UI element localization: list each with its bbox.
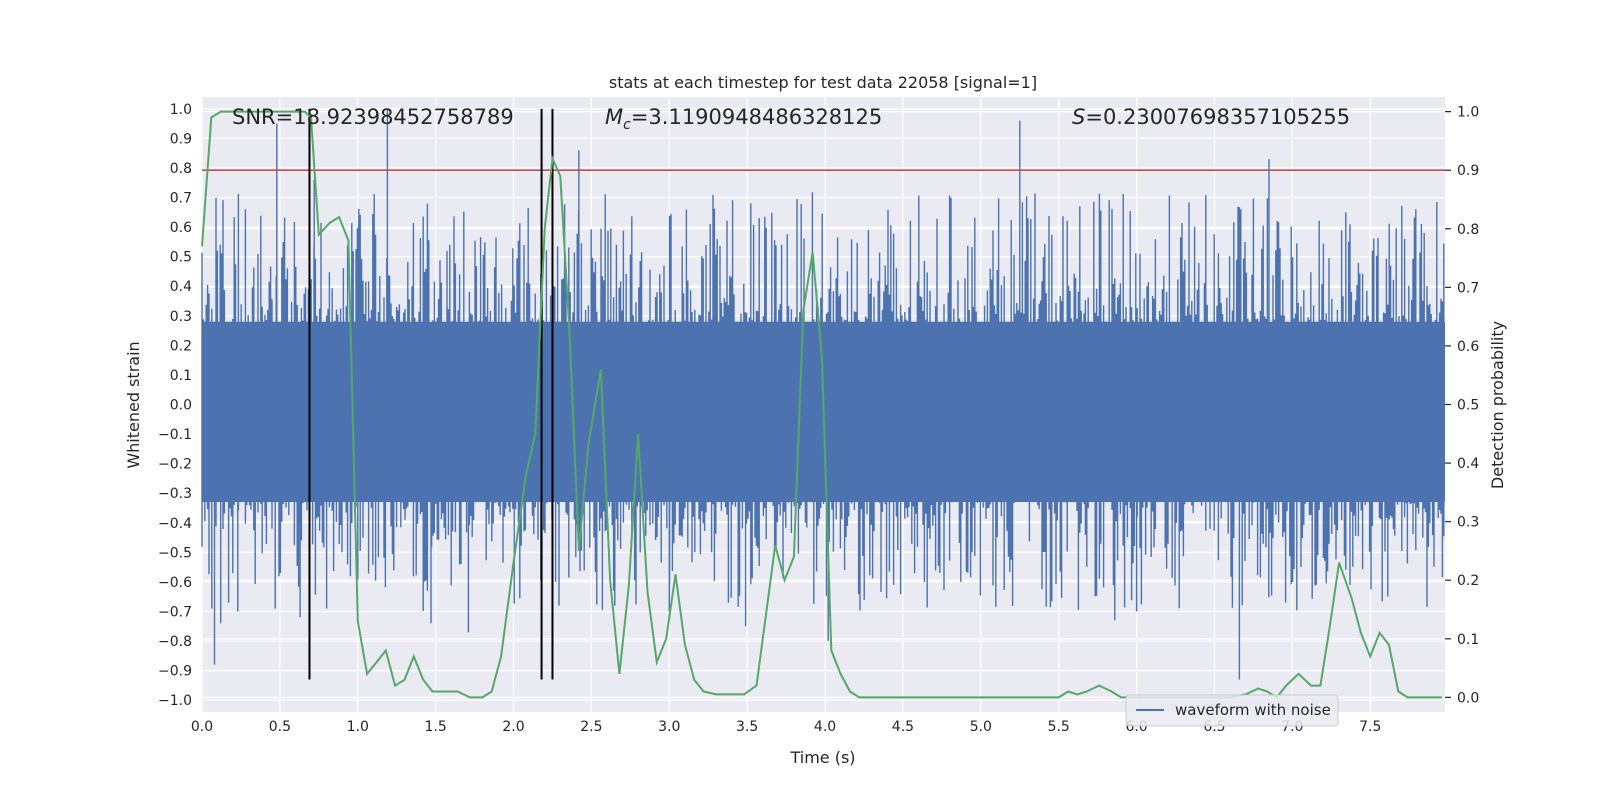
y2-tick-label: 0.1 — [1457, 632, 1479, 648]
s-statistic-symbol: S — [1072, 105, 1085, 129]
y-tick-label: 0.6 — [170, 220, 192, 236]
y-tick-label: −0.3 — [158, 486, 192, 502]
y-tick-label: −0.2 — [158, 457, 192, 473]
y-tick-label: 0.7 — [170, 191, 192, 207]
y2-tick-label: 0.9 — [1457, 163, 1479, 179]
x-tick-label: 3.0 — [658, 719, 680, 735]
y-tick-label: 0.5 — [170, 250, 192, 266]
y-tick-label: −0.9 — [158, 664, 192, 680]
y-tick-label: 1.0 — [170, 102, 192, 118]
x-axis-label: Time (s) — [789, 748, 855, 767]
y2-tick-label: 0.0 — [1457, 690, 1479, 706]
chirp-mass-annotation: Mc=3.1190948486328125 — [605, 105, 882, 133]
x-tick-label: 0.0 — [191, 719, 213, 735]
y2-tick-label: 0.2 — [1457, 573, 1479, 589]
detection-probability-line — [201, 110, 1442, 699]
legend-label: waveform with noise — [1175, 701, 1331, 719]
y-tick-label: −1.0 — [158, 693, 192, 709]
x-tick-label: 4.0 — [814, 719, 836, 735]
legend-box — [1125, 694, 1339, 727]
y-tick-label: 0.3 — [170, 309, 192, 325]
y-tick-label: −0.5 — [158, 545, 192, 561]
y2-tick-label: 1.0 — [1457, 105, 1479, 121]
s-statistic-annotation: S=0.23007698357105255 — [1072, 105, 1350, 129]
y-axis-label: Whitened strain — [124, 341, 143, 468]
y-tick-label: 0.2 — [170, 338, 192, 354]
y-tick-label: 0.8 — [170, 161, 192, 177]
x-tick-label: 1.5 — [425, 719, 447, 735]
x-tick-label: 0.5 — [269, 719, 291, 735]
y2-tick-label: 0.6 — [1457, 339, 1479, 355]
snr-annotation: SNR=18.92398452758789 — [232, 105, 514, 129]
y2-tick-label: 0.7 — [1457, 280, 1479, 296]
x-tick-label: 4.5 — [892, 719, 914, 735]
x-tick-label: 3.5 — [736, 719, 758, 735]
chirp-mass-subscript: c — [623, 117, 631, 133]
y-tick-label: −0.4 — [158, 516, 192, 532]
x-tick-label: 7.5 — [1359, 719, 1381, 735]
y2-tick-label: 0.5 — [1457, 398, 1479, 414]
y2-axis-label: Detection probability — [1488, 321, 1507, 489]
overlay-lines — [202, 108, 1445, 680]
waveform-noise-trace — [201, 108, 1445, 680]
y-axis-ticks: 1.0 0.9 0.8 0.7 0.6 0.5 0.4 0.3 0.2 0.1 0.0 −0.1 −0.… — [158, 102, 192, 709]
y-tick-label: 0.4 — [170, 279, 192, 295]
legend: waveform with noise — [1125, 694, 1339, 727]
s-statistic-value: =0.23007698357105255 — [1085, 105, 1350, 129]
y-tick-label: −0.6 — [158, 575, 192, 591]
y2-axis-ticks: 1.0 0.9 0.8 0.7 0.6 0.5 0.4 0.3 0.2 0.1 0.0 — [1445, 105, 1479, 706]
chirp-mass-value: =3.1190948486328125 — [631, 105, 882, 129]
chart-title: stats at each timestep for test data 220… — [609, 73, 1037, 92]
x-tick-label: 5.0 — [970, 719, 992, 735]
y-tick-label: −0.7 — [158, 604, 192, 620]
y-tick-label: 0.9 — [170, 131, 192, 147]
y-tick-label: −0.1 — [158, 427, 192, 443]
y-tick-label: 0.0 — [170, 398, 192, 414]
y2-tick-label: 0.8 — [1457, 222, 1479, 238]
y2-tick-label: 0.4 — [1457, 456, 1479, 472]
x-tick-label: 2.0 — [502, 719, 524, 735]
x-tick-label: 2.5 — [580, 719, 602, 735]
x-tick-label: 5.5 — [1048, 719, 1070, 735]
y2-tick-label: 0.3 — [1457, 515, 1479, 531]
y-tick-label: −0.8 — [158, 634, 192, 650]
chirp-mass-symbol: M — [605, 105, 623, 129]
y-tick-label: 0.1 — [170, 368, 192, 384]
x-tick-label: 1.0 — [347, 719, 369, 735]
